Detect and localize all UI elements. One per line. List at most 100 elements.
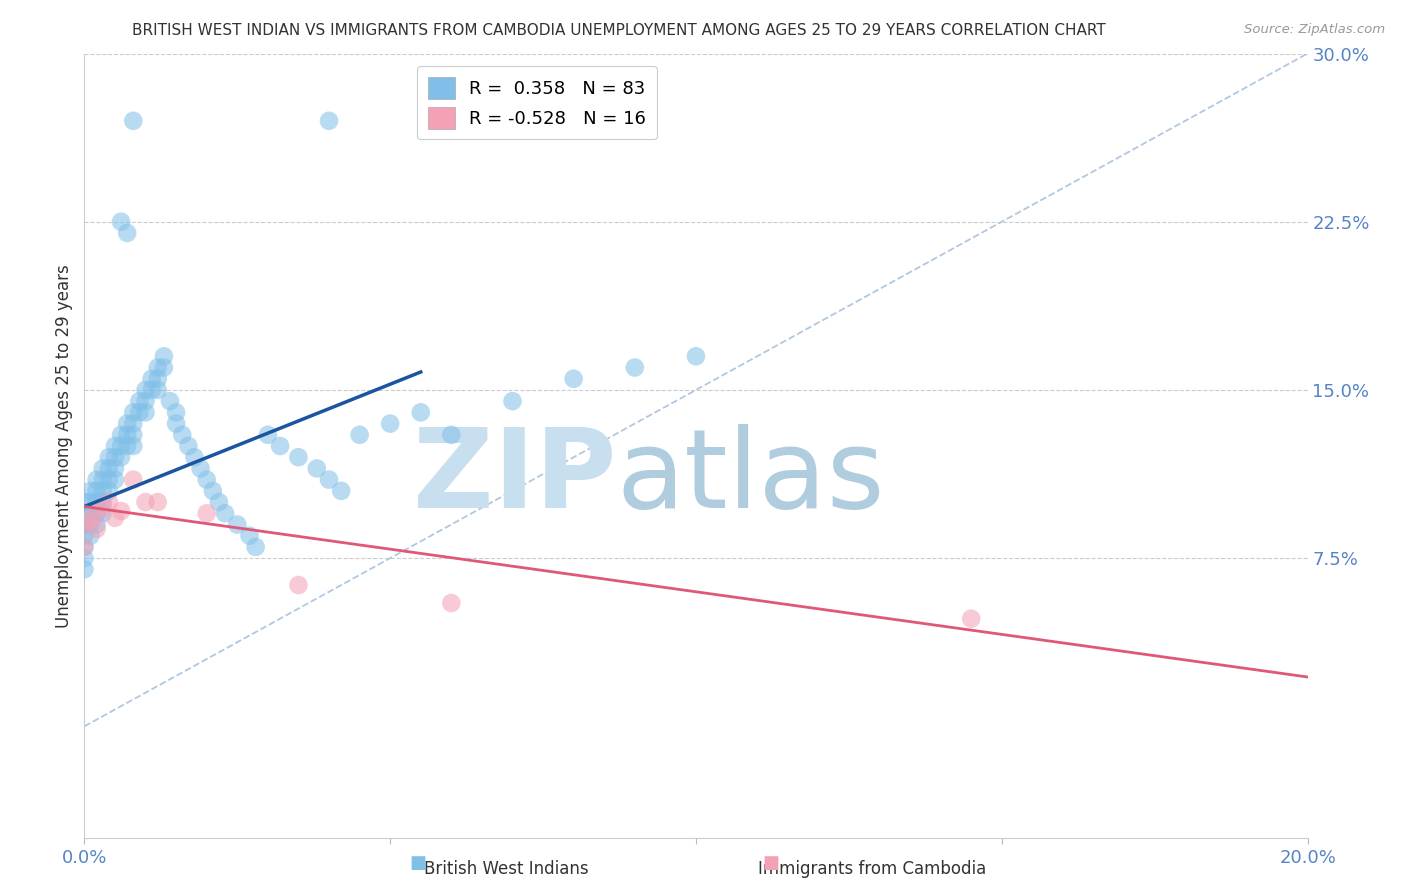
Point xyxy=(73,551,96,566)
Point xyxy=(159,394,181,409)
Point xyxy=(115,427,138,442)
Point xyxy=(104,450,127,465)
Point xyxy=(135,383,157,397)
Point xyxy=(190,461,212,475)
Point xyxy=(86,506,108,520)
Point xyxy=(104,461,127,475)
Point xyxy=(330,483,353,498)
Point xyxy=(91,506,114,520)
Point xyxy=(110,450,132,465)
Point xyxy=(86,495,108,509)
Point xyxy=(128,405,150,419)
Point xyxy=(97,450,120,465)
Point xyxy=(146,383,169,397)
Point xyxy=(104,439,127,453)
Point xyxy=(287,450,309,465)
Point xyxy=(146,360,169,375)
Text: British West Indians: British West Indians xyxy=(423,860,589,878)
Text: ZIP: ZIP xyxy=(413,424,616,531)
Point xyxy=(128,394,150,409)
Text: ■: ■ xyxy=(762,855,779,872)
Point xyxy=(91,483,114,498)
Point xyxy=(135,405,157,419)
Point xyxy=(141,383,163,397)
Point xyxy=(122,405,145,419)
Point xyxy=(115,226,138,240)
Point xyxy=(257,427,280,442)
Point xyxy=(104,510,127,524)
Point xyxy=(226,517,249,532)
Text: atlas: atlas xyxy=(616,424,884,531)
Point xyxy=(153,349,176,363)
Point xyxy=(73,517,96,532)
Point xyxy=(960,612,983,626)
Point xyxy=(86,517,108,532)
Point xyxy=(73,517,96,532)
Point xyxy=(115,417,138,431)
Point xyxy=(195,506,218,520)
Point xyxy=(104,473,127,487)
Point xyxy=(79,483,101,498)
Point xyxy=(86,506,108,520)
Point xyxy=(73,495,96,509)
Point xyxy=(172,427,194,442)
Y-axis label: Unemployment Among Ages 25 to 29 years: Unemployment Among Ages 25 to 29 years xyxy=(55,264,73,628)
Point xyxy=(135,495,157,509)
Point xyxy=(318,113,340,128)
Point xyxy=(122,439,145,453)
Point xyxy=(110,427,132,442)
Point xyxy=(79,517,101,532)
Point xyxy=(440,596,463,610)
Point xyxy=(91,473,114,487)
Point xyxy=(86,483,108,498)
Point xyxy=(73,540,96,554)
Point xyxy=(79,506,101,520)
Point xyxy=(349,427,371,442)
Text: BRITISH WEST INDIAN VS IMMIGRANTS FROM CAMBODIA UNEMPLOYMENT AMONG AGES 25 TO 29: BRITISH WEST INDIAN VS IMMIGRANTS FROM C… xyxy=(132,23,1105,38)
Point xyxy=(287,578,309,592)
Point xyxy=(110,215,132,229)
Point xyxy=(195,473,218,487)
Point xyxy=(73,506,96,520)
Text: Immigrants from Cambodia: Immigrants from Cambodia xyxy=(758,860,986,878)
Point xyxy=(146,372,169,386)
Point xyxy=(245,540,267,554)
Point xyxy=(141,372,163,386)
Point xyxy=(624,360,647,375)
Point xyxy=(214,506,236,520)
Point xyxy=(115,439,138,453)
Point xyxy=(73,562,96,576)
Point xyxy=(208,495,231,509)
Point xyxy=(122,427,145,442)
Point xyxy=(86,522,108,536)
Point xyxy=(97,473,120,487)
Point xyxy=(79,513,101,527)
Point xyxy=(79,529,101,543)
Text: Source: ZipAtlas.com: Source: ZipAtlas.com xyxy=(1244,23,1385,37)
Point xyxy=(73,540,96,554)
Point xyxy=(110,504,132,518)
Point xyxy=(685,349,707,363)
Point xyxy=(122,417,145,431)
Point xyxy=(183,450,205,465)
Point xyxy=(165,405,187,419)
Point xyxy=(86,473,108,487)
Point xyxy=(562,372,585,386)
Point xyxy=(91,461,114,475)
Point xyxy=(73,529,96,543)
Point xyxy=(122,113,145,128)
Point xyxy=(91,500,114,514)
Text: ■: ■ xyxy=(409,855,426,872)
Point xyxy=(502,394,524,409)
Point xyxy=(440,427,463,442)
Point xyxy=(97,495,120,509)
Point xyxy=(305,461,328,475)
Point xyxy=(318,473,340,487)
Point xyxy=(146,495,169,509)
Point xyxy=(201,483,224,498)
Point xyxy=(269,439,291,453)
Point xyxy=(97,461,120,475)
Point xyxy=(153,360,176,375)
Point xyxy=(135,394,157,409)
Point xyxy=(165,417,187,431)
